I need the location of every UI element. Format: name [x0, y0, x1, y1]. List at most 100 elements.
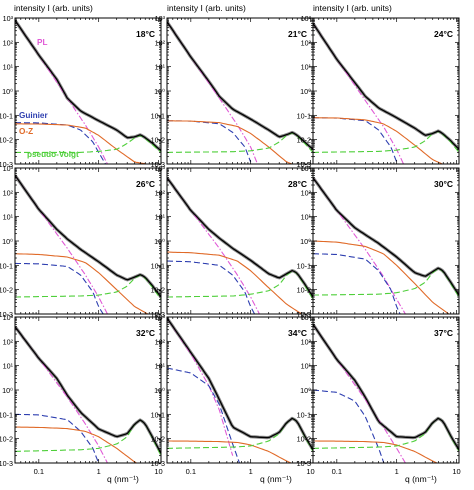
- temperature-label: 32°C: [136, 328, 155, 338]
- panel-5: 10-3 10-2 10-1 10⁰ 10¹ 10² 10³ 28°C: [151, 164, 314, 319]
- y-tick-label: 10⁰: [154, 87, 165, 96]
- y-tick-label: 10-3: [0, 310, 13, 319]
- data-curve: [167, 176, 313, 298]
- series-guinier: [313, 389, 385, 463]
- fit-curve: [167, 21, 313, 150]
- axis-ticks: [14, 316, 161, 464]
- fit-curve: [313, 323, 459, 451]
- legend-label-o-z: O-Z: [19, 127, 33, 136]
- temperature-label: 26°C: [136, 179, 155, 189]
- y-axis-label-col3: intensity I (arb. units): [313, 3, 392, 13]
- y-tick-label: 10⁰: [2, 237, 13, 246]
- series-pseudo-voigt: [313, 417, 459, 452]
- x-tick-label: 10: [154, 467, 162, 476]
- y-tick-label: 10-1: [297, 410, 311, 419]
- x-axis-label-col3: q (nm⁻¹): [405, 474, 437, 484]
- panel-frame: [312, 167, 460, 315]
- y-tick-label: 10-3: [297, 310, 311, 319]
- fit-curve: [313, 23, 459, 150]
- temperature-label: 37°C: [434, 328, 453, 338]
- series-o-z: [313, 440, 439, 463]
- y-tick-label: 10-3: [0, 459, 13, 468]
- y-tick-label: 10-3: [151, 160, 165, 169]
- panel-plot-area: [313, 176, 459, 314]
- y-tick-label: 10⁰: [154, 237, 165, 246]
- panel-frame: [166, 167, 314, 315]
- panel-7: 10-3 10-2 10-1 10⁰ 10¹ 10² 10³ 0.1 1 10 32°C: [0, 313, 163, 476]
- y-tick-label: 10-3: [297, 459, 311, 468]
- temperature-label: 18°C: [136, 29, 155, 39]
- y-tick-label: 10³: [301, 164, 312, 173]
- series-o-z: [167, 120, 294, 164]
- panel-plot-area: [167, 20, 313, 164]
- y-tick-label: 10²: [301, 38, 312, 47]
- x-axis-label-col1: q (nm⁻¹): [107, 474, 139, 484]
- panel-frame: [312, 17, 460, 165]
- x-tick-label: 0.1: [34, 467, 44, 476]
- y-tick-label: 10²: [155, 188, 166, 197]
- panel-plot-area: [15, 325, 161, 463]
- y-tick-label: 10⁰: [154, 386, 165, 395]
- y-tick-label: 10-2: [0, 136, 13, 145]
- temperature-label: 24°C: [434, 29, 453, 39]
- panel-plot-area: [167, 176, 313, 314]
- x-tick-label: 1: [249, 467, 253, 476]
- axis-ticks: [312, 17, 459, 165]
- y-tick-label: 10⁰: [2, 87, 13, 96]
- y-tick-label: 10³: [3, 14, 14, 23]
- y-tick-label: 10¹: [155, 213, 166, 222]
- temperature-label: 34°C: [288, 328, 307, 338]
- y-tick-label: 10¹: [301, 63, 312, 72]
- y-tick-label: 10⁰: [300, 237, 311, 246]
- series-pl: [167, 317, 234, 456]
- y-tick-label: 10³: [301, 313, 312, 322]
- y-tick-label: 10¹: [155, 63, 166, 72]
- y-tick-label: 10²: [301, 188, 312, 197]
- fit-curve: [167, 177, 313, 298]
- series-pseudo-voigt: [313, 267, 459, 298]
- y-tick-label: 10-1: [151, 261, 165, 270]
- y-tick-label: 10³: [3, 164, 14, 173]
- legend-label-pseudo-voigt: pseudo-Voigt: [27, 150, 79, 159]
- series-pseudo-voigt: [167, 417, 313, 452]
- y-tick-label: 10³: [155, 313, 166, 322]
- panel-8: 10-3 10-2 10-1 10⁰ 10¹ 10² 10³ 0.1 1 10 34°C: [151, 313, 315, 476]
- panel-plot-area: [313, 22, 459, 164]
- series-o-z: [15, 253, 149, 314]
- y-tick-label: 10-3: [0, 160, 13, 169]
- x-tick-label: 1: [395, 467, 399, 476]
- y-tick-label: 10¹: [3, 362, 14, 371]
- series-o-z: [167, 440, 293, 463]
- y-tick-label: 10-2: [297, 435, 311, 444]
- y-tick-label: 10-3: [151, 459, 165, 468]
- y-tick-label: 10-1: [151, 410, 165, 419]
- x-tick-label: 0.1: [332, 467, 342, 476]
- y-tick-label: 10³: [155, 164, 166, 173]
- y-tick-label: 10¹: [3, 213, 14, 222]
- series-guinier: [167, 367, 241, 463]
- panel-plot-area: [167, 317, 313, 463]
- panel-2: 10-3 10-2 10-1 10⁰ 10¹ 10² 10³ 21°C: [151, 14, 314, 169]
- panel-frame: [166, 17, 314, 165]
- x-tick-label: 0.1: [186, 467, 196, 476]
- series-o-z: [167, 251, 303, 314]
- y-tick-label: 10²: [3, 38, 14, 47]
- x-tick-label: 1: [97, 467, 101, 476]
- series-o-z: [15, 426, 138, 463]
- y-tick-label: 10²: [155, 337, 166, 346]
- y-tick-label: 10⁰: [300, 386, 311, 395]
- panel-plot-area: [313, 323, 459, 463]
- fit-curve: [167, 317, 313, 451]
- fit-curve: [15, 326, 161, 454]
- axis-ticks: [166, 17, 313, 165]
- series-guinier: [15, 413, 100, 463]
- y-tick-label: 10-2: [297, 286, 311, 295]
- series-o-z: [313, 240, 450, 314]
- y-tick-label: 10¹: [3, 63, 14, 72]
- series-pseudo-voigt: [167, 270, 313, 300]
- series-pseudo-voigt: [15, 274, 161, 300]
- temperature-label: 21°C: [288, 29, 307, 39]
- y-tick-label: 10-3: [297, 160, 311, 169]
- legend-label-guinier: Guinier: [19, 111, 48, 120]
- y-tick-label: 10-3: [151, 310, 165, 319]
